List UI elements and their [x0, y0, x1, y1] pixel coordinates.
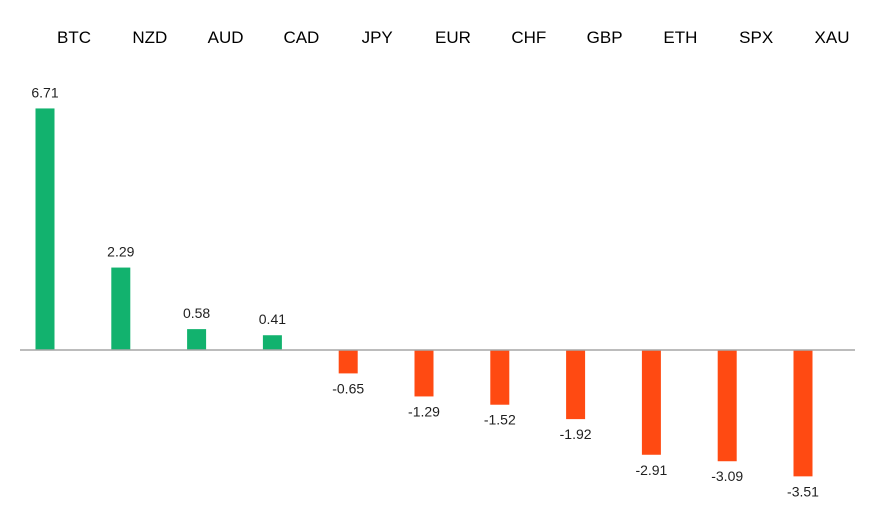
category-label-eur: EUR: [435, 28, 471, 47]
value-label-xau: -3.51: [787, 483, 819, 499]
value-label-btc: 6.71: [31, 84, 58, 100]
category-label-cad: CAD: [283, 28, 319, 47]
bar-chf: [490, 350, 510, 405]
bar-nzd: [111, 267, 131, 350]
category-label-spx: SPX: [739, 28, 773, 47]
category-label-gbp: GBP: [587, 28, 623, 47]
category-label-jpy: JPY: [362, 28, 393, 47]
bar-gbp: [566, 350, 586, 420]
value-label-jpy: -0.65: [332, 380, 364, 396]
bar-eur: [414, 350, 434, 397]
category-label-btc: BTC: [57, 28, 91, 47]
category-label-aud: AUD: [208, 28, 244, 47]
value-label-spx: -3.09: [711, 468, 743, 484]
category-labels: BTC NZD AUD CAD JPY EUR CHF GBP ETH SPX XAU: [57, 28, 849, 47]
bar-xau: [793, 350, 813, 477]
category-label-xau: XAU: [815, 28, 850, 47]
bar-eth: [641, 350, 661, 455]
value-labels: 6.71 2.29 0.58 0.41 -0.65 -1.29 -1.52 -1.92 -2.9…: [31, 84, 819, 499]
bars: [35, 108, 813, 477]
bar-jpy: [338, 350, 358, 374]
value-label-eth: -2.91: [635, 462, 667, 478]
value-label-eur: -1.29: [408, 403, 440, 419]
value-label-cad: 0.41: [259, 311, 286, 327]
bar-spx: [717, 350, 737, 462]
value-label-gbp: -1.92: [560, 426, 592, 442]
value-label-chf: -1.52: [484, 412, 516, 428]
value-label-nzd: 2.29: [107, 244, 134, 260]
bar-cad: [262, 335, 282, 350]
category-label-chf: CHF: [511, 28, 546, 47]
bar-btc: [35, 108, 55, 350]
category-label-eth: ETH: [663, 28, 697, 47]
category-label-nzd: NZD: [132, 28, 167, 47]
value-label-aud: 0.58: [183, 305, 210, 321]
bar-aud: [187, 329, 207, 350]
